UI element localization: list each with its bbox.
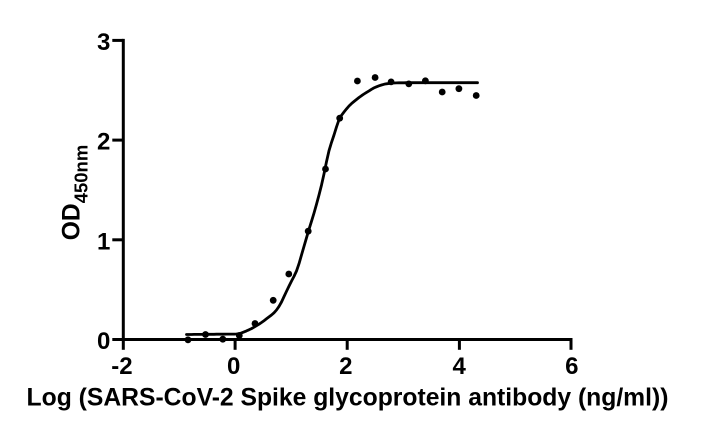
- svg-text:0: 0: [227, 353, 240, 380]
- svg-text:1: 1: [97, 228, 110, 255]
- svg-text:0: 0: [97, 328, 110, 355]
- svg-text:4: 4: [453, 353, 467, 380]
- svg-text:-2: -2: [111, 353, 132, 380]
- svg-text:6: 6: [565, 353, 578, 380]
- svg-text:Log (SARS-CoV-2 Spike glycopro: Log (SARS-CoV-2 Spike glycoprotein antib…: [27, 385, 669, 412]
- svg-text:2: 2: [97, 129, 110, 156]
- svg-text:3: 3: [97, 29, 110, 56]
- svg-text:2: 2: [339, 353, 352, 380]
